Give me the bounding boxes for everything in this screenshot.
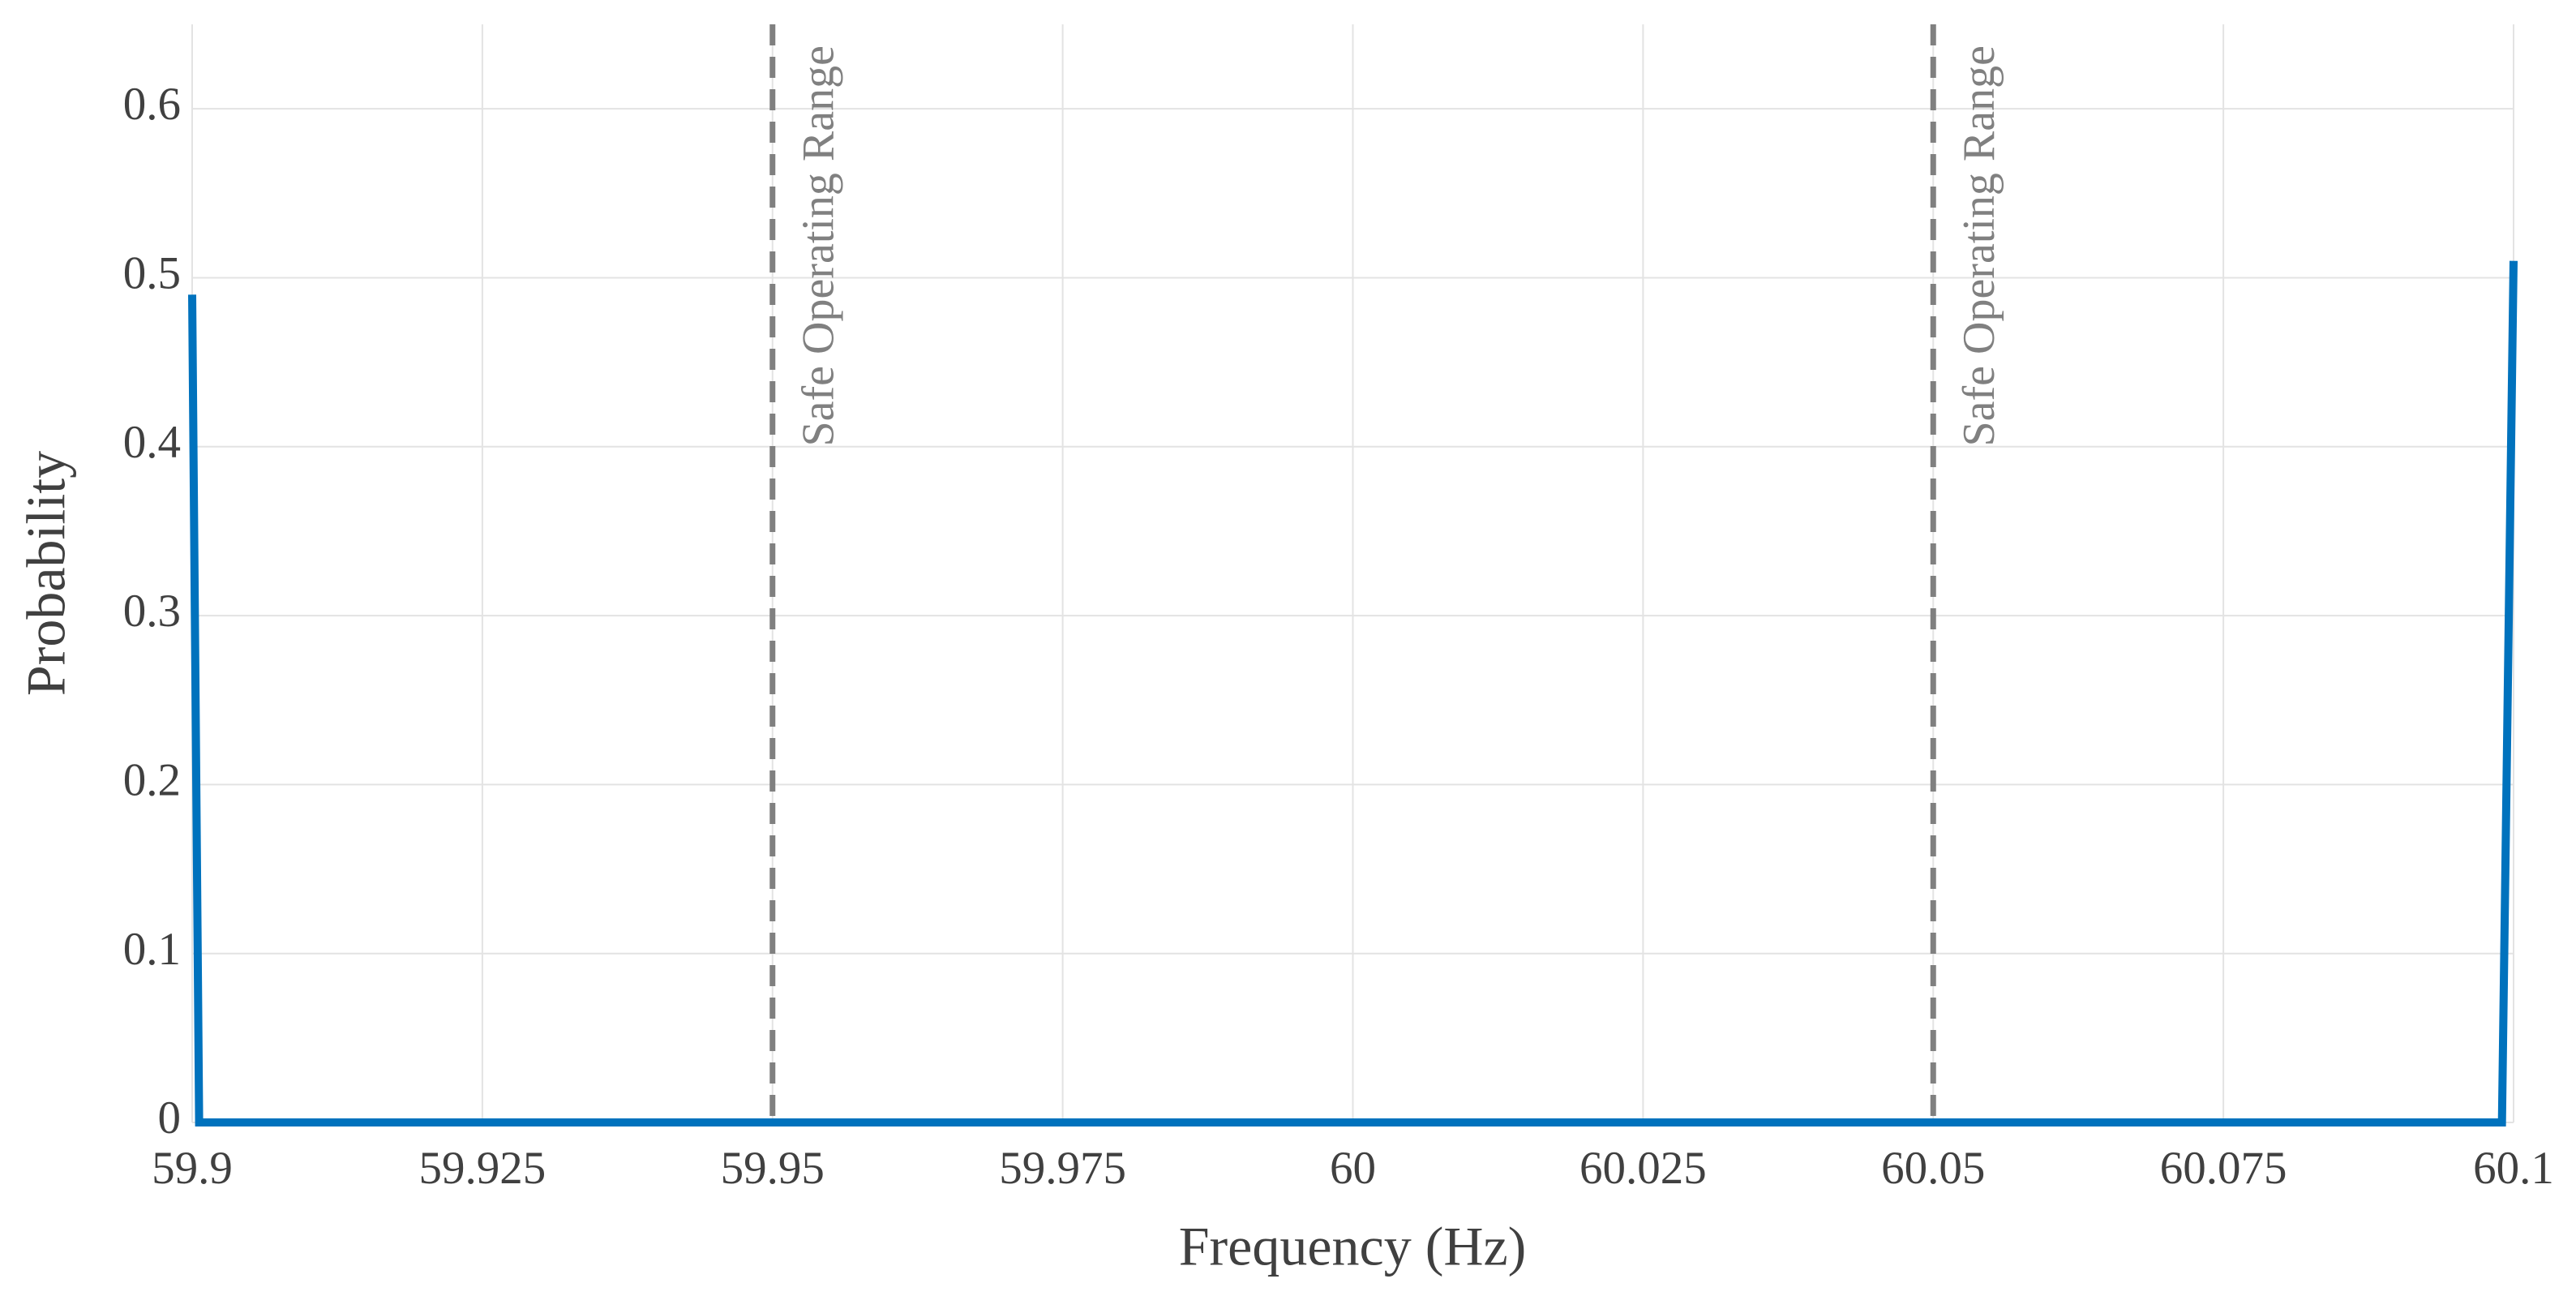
x-tick-label: 60.1 — [2473, 1143, 2554, 1194]
x-tick-label: 60 — [1330, 1143, 1376, 1194]
y-axis-label: Probability — [15, 451, 77, 696]
y-tick-label: 0 — [158, 1092, 182, 1144]
annotation: Safe Operating Range — [1954, 45, 2004, 446]
y-tick-label: 0.5 — [123, 248, 181, 299]
x-tick-label: 60.05 — [1881, 1143, 1985, 1194]
y-tick-label: 0.3 — [123, 586, 181, 637]
x-axis-label: Frequency (Hz) — [1179, 1216, 1527, 1277]
y-tick-label: 0.2 — [123, 754, 181, 805]
y-tick-label: 0.1 — [123, 924, 181, 975]
y-tick-label: 0.4 — [123, 417, 181, 468]
x-tick-label: 59.95 — [721, 1143, 825, 1194]
x-tick-label: 60.075 — [2160, 1143, 2287, 1194]
x-tick-label: 59.9 — [152, 1143, 233, 1194]
x-tick-label: 59.925 — [419, 1143, 546, 1194]
x-tick-label: 59.975 — [999, 1143, 1126, 1194]
annotation: Safe Operating Range — [794, 45, 844, 446]
line — [188, 260, 2518, 1126]
x-tick-label: 60.025 — [1579, 1143, 1707, 1194]
y-tick-label: 0.6 — [123, 79, 181, 130]
